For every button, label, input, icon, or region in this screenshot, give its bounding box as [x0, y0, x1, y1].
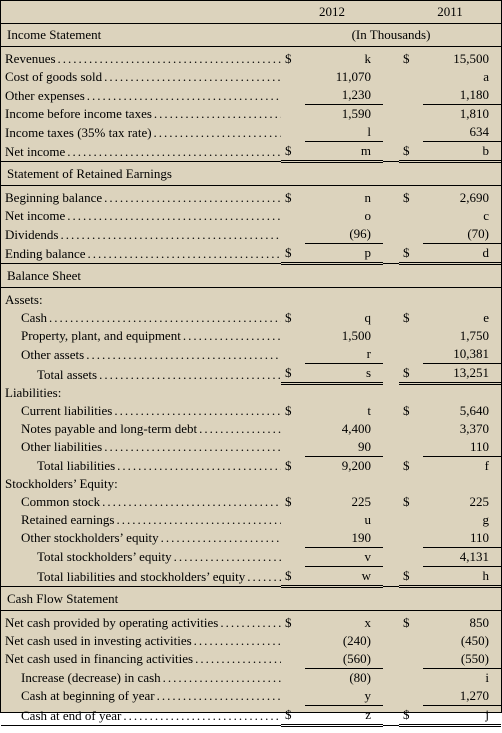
- row-common: Common stock $225 $225: [1, 493, 501, 511]
- row-other-exp: Other expenses 1,230 1,180: [1, 86, 501, 105]
- row-cash: Cash $q $e: [1, 309, 501, 327]
- row-total-liab: Total liabilities $ 9,200 $f: [1, 456, 501, 475]
- row-cogs: Cost of goods sold 11,070 a: [1, 68, 501, 86]
- row-assets-hdr: Assets:: [1, 288, 501, 310]
- row-other-assets: Other assets r 10,381: [1, 345, 501, 364]
- units-label: (In Thousands): [281, 24, 501, 47]
- cashflow-header-row: Cash Flow Statement: [1, 586, 501, 610]
- section-balance: Balance Sheet: [1, 264, 501, 288]
- row-ppe: Property, plant, and equipment 1,500 1,7…: [1, 327, 501, 345]
- section-cashflow: Cash Flow Statement: [1, 586, 501, 610]
- row-net-income: Net income $m $b: [1, 142, 501, 162]
- row-dividends: Dividends (96) (70): [1, 225, 501, 244]
- row-end-bal: Ending balance $p $d: [1, 244, 501, 264]
- row-revenues: Revenues $k $15,500: [1, 47, 501, 69]
- section-retained: Statement of Retained Earnings: [1, 162, 501, 186]
- row-ibt: Income before income taxes 1,590 1,810: [1, 105, 501, 124]
- retained-header-row: Statement of Retained Earnings: [1, 162, 501, 186]
- balance-header-row: Balance Sheet: [1, 264, 501, 288]
- row-cash-beg: Cash at beginning of year y 1,270: [1, 687, 501, 706]
- row-beg-bal: Beginning balance $n $ 2,690: [1, 186, 501, 208]
- main-table: 2012 2011 Income Statement (In Thousands…: [1, 1, 501, 733]
- row-total-se: Total stockholders’ equity v 4,131: [1, 547, 501, 566]
- row-ncf-fin: Net cash used in financing activities (5…: [1, 650, 501, 669]
- row-liab-hdr: Liabilities:: [1, 384, 501, 402]
- row-cur-liab: Current liabilities $t $ 5,640: [1, 402, 501, 420]
- row-notes: Notes payable and long-term debt 4,400 3…: [1, 420, 501, 438]
- row-total-assets: Total assets $s $13,251: [1, 364, 501, 384]
- income-header-row: Income Statement (In Thousands): [1, 24, 501, 47]
- col-2012: 2012: [281, 1, 383, 24]
- row-ni2: Net income o c: [1, 207, 501, 225]
- year-header-row: 2012 2011: [1, 1, 501, 24]
- row-inc-dec: Increase (decrease) in cash (80) i: [1, 668, 501, 687]
- section-income: Income Statement: [1, 24, 281, 47]
- row-other-se: Other stockholders’ equity 190 110: [1, 529, 501, 548]
- row-se-hdr: Stockholders’ Equity:: [1, 475, 501, 493]
- col-2011: 2011: [399, 1, 501, 24]
- row-ncf-inv: Net cash used in investing activities (2…: [1, 632, 501, 650]
- financial-statements-table: 2012 2011 Income Statement (In Thousands…: [0, 0, 502, 713]
- label-revenues: Revenues: [1, 47, 281, 69]
- row-tax: Income taxes (35% tax rate) l 634: [1, 123, 501, 142]
- row-other-liab: Other liabilities 90 110: [1, 438, 501, 457]
- row-ret-earn: Retained earnings u g: [1, 511, 501, 529]
- row-total-lse: Total liabilities and stockholders’ equi…: [1, 566, 501, 586]
- row-cash-end: Cash at end of year $z $j: [1, 705, 501, 725]
- row-ncf-op: Net cash provided by operating activitie…: [1, 610, 501, 632]
